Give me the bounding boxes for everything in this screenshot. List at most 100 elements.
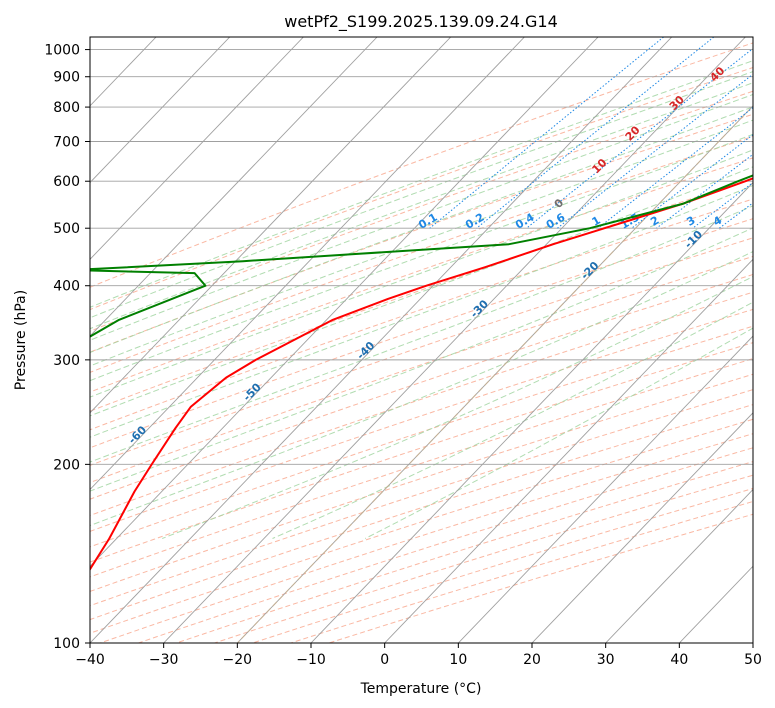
dry-adiabat-line [90, 255, 753, 484]
dry-adiabat-line [90, 308, 753, 532]
isotherm-line [0, 37, 9, 643]
isotherm-line [237, 105, 753, 643]
dry-adiabat-line [90, 358, 753, 578]
moist-adiabat-line [90, 82, 753, 330]
moist-adiabat-line [90, 250, 753, 527]
special-isotherms [236, 104, 753, 643]
x-axis: −40 −30 −20 −10 0 10 20 30 40 50 [75, 643, 762, 668]
x-tick-label: 0 [380, 652, 389, 668]
moist-adiabat-line [90, 205, 753, 463]
x-tick-label: −10 [296, 652, 326, 668]
pressure-grid-lines [90, 49, 753, 643]
dry-adiabat-line [90, 404, 753, 621]
isotherm-line [752, 642, 753, 643]
y-tick-label: 700 [53, 134, 80, 150]
plot-frame [89, 36, 754, 644]
isotherm-line [384, 258, 753, 643]
dry-adiabat-line [90, 342, 753, 563]
y-tick-label: 900 [53, 70, 80, 86]
dry-adiabat-line [90, 178, 753, 412]
isotherm-line [531, 412, 753, 643]
x-tick-label: 30 [597, 652, 615, 668]
dry-adiabat-line [252, 487, 753, 643]
dry-adiabats [90, 42, 753, 643]
moist-adiabat-line [90, 71, 753, 319]
dry-adiabat-line [90, 90, 753, 332]
y-tick-label: 400 [53, 279, 80, 295]
moist-adiabat-line [90, 184, 753, 438]
isotherm-label: -30 [468, 297, 491, 320]
isotherm-label: -40 [354, 339, 377, 362]
moist-adiabat-line [90, 133, 753, 382]
dry-adiabat-line [90, 273, 753, 500]
dry-adiabat-line [138, 447, 753, 643]
x-axis-label: Temperature (°C) [360, 681, 482, 697]
dry-adiabat-line [214, 474, 753, 643]
y-tick-label: 100 [53, 636, 80, 652]
dry-adiabat-line [90, 113, 753, 353]
moist-adiabat-line [90, 149, 753, 398]
moist-adiabat-line [90, 227, 753, 492]
chart-title: wetPf2_S199.2025.139.09.24.G14 [284, 12, 558, 32]
isotherm-line [90, 37, 378, 337]
moist-adiabat-line [272, 301, 753, 539]
y-tick-label: 600 [53, 174, 80, 190]
isotherm-label: -50 [241, 380, 264, 403]
dry-adiabat-line [90, 135, 753, 373]
moist-adiabat-line [364, 327, 753, 539]
mixing-ratio-label: 3 [684, 214, 697, 229]
dry-adiabat-line [290, 500, 753, 643]
x-tick-label: −30 [149, 652, 179, 668]
mixing-ratio-line [597, 106, 753, 229]
isotherm-line [90, 37, 673, 643]
moist-adiabat-line [90, 106, 753, 354]
x-tick-label: −20 [223, 652, 253, 668]
moist-adiabat-line [90, 166, 753, 417]
mixing-ratio-label: 6 [750, 213, 763, 228]
y-tick-label: 500 [53, 221, 80, 237]
y-axis-label: Pressure (hPa) [13, 290, 29, 390]
mixing-ratio-line [692, 181, 753, 229]
moist-adiabat-line [90, 119, 753, 367]
mixing-ratio-line [429, 37, 664, 229]
y-axis: 100 200 300 400 500 600 700 800 900 1000 [44, 43, 90, 652]
moist-adiabat-line [90, 93, 753, 341]
isotherm-labels: -100-90-80-70-60-50-40-30-20-10 [10, 228, 705, 490]
dry-adiabat-line [176, 461, 753, 643]
isotherm-line [605, 488, 753, 643]
dewpoint-profile-line [90, 174, 753, 338]
isotherm-line [90, 37, 231, 184]
isotherm-label: -10 [682, 228, 705, 251]
dry-adiabat-label: 10 [589, 156, 609, 176]
moist-adiabats [90, 60, 753, 539]
isotherm-line [310, 181, 753, 643]
isotherm-line [90, 37, 304, 260]
dry-adiabat-line [90, 418, 753, 634]
y-tick-label: 1000 [44, 43, 80, 59]
isotherm-line [90, 37, 599, 567]
isotherm-line [458, 335, 753, 643]
sounding-profiles [90, 174, 753, 572]
y-tick-label: 800 [53, 100, 80, 116]
isotherm-label: -70 [10, 467, 33, 490]
special-isotherm-line [236, 104, 753, 643]
mixing-ratio-line [526, 47, 753, 229]
isotherm-line [90, 37, 525, 491]
x-tick-label: 50 [744, 652, 762, 668]
mixing-ratio-line [476, 37, 715, 229]
temperature-profile-line [90, 177, 753, 572]
y-tick-label: 300 [53, 353, 80, 369]
x-tick-label: 10 [449, 652, 467, 668]
x-tick-label: 20 [523, 652, 541, 668]
mixing-ratio-line [758, 37, 775, 228]
isotherm-label: -20 [578, 259, 601, 282]
moist-adiabat-line [90, 60, 753, 308]
isotherm-line [90, 37, 452, 414]
mixing-ratio-line [557, 73, 753, 229]
y-tick-label: 200 [53, 457, 80, 473]
dry-adiabat-line [90, 237, 753, 466]
dry-adiabat-line [90, 218, 753, 449]
isotherm-line [163, 37, 746, 643]
